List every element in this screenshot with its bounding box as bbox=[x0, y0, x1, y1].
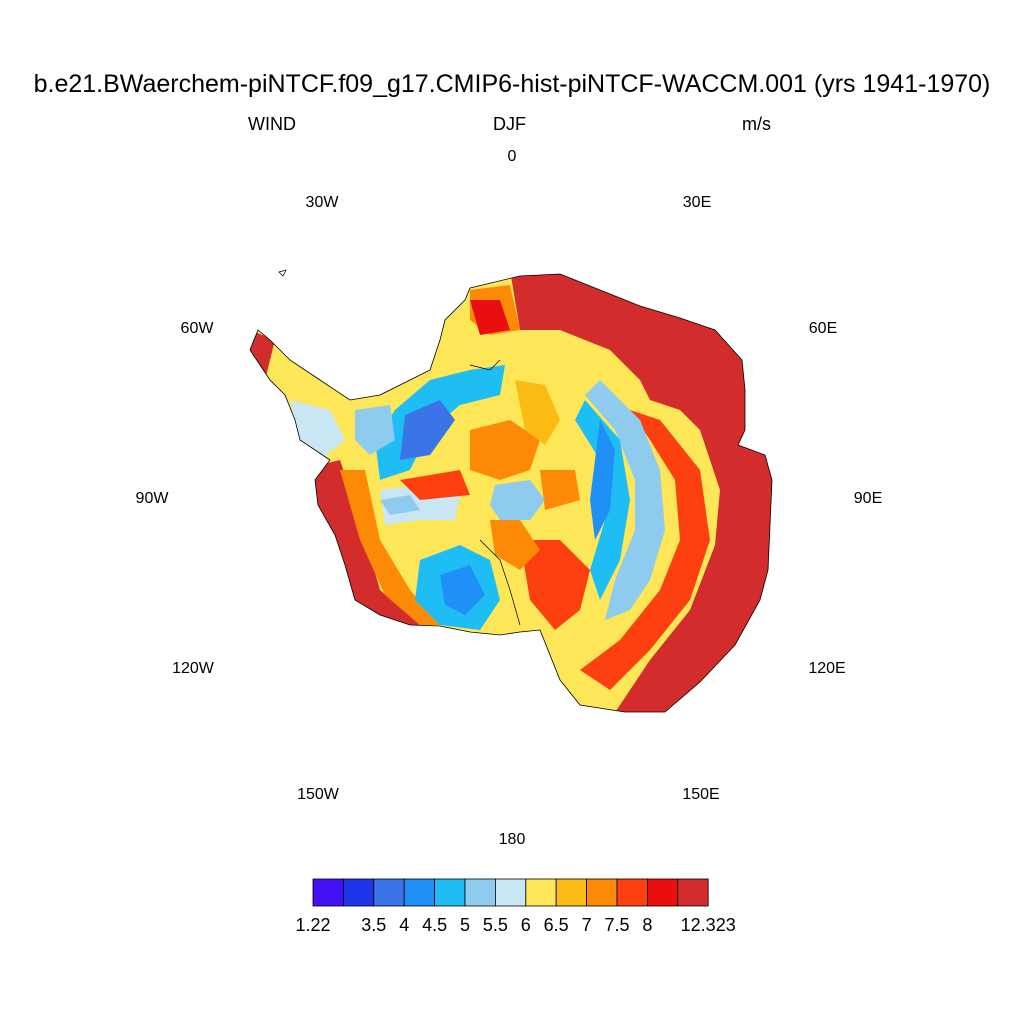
lon-label-150e: 150E bbox=[682, 786, 720, 803]
colorbar-swatch bbox=[342, 878, 375, 907]
ice-shelf-line bbox=[469, 359, 521, 626]
lon-label-90e: 90E bbox=[853, 490, 883, 507]
variable-label: WIND bbox=[248, 114, 296, 134]
colorbar-swatch bbox=[677, 878, 709, 907]
colorbar-swatch bbox=[586, 878, 618, 907]
colorbar-swatch bbox=[555, 878, 588, 907]
lon-label-30w: 30W bbox=[305, 194, 339, 211]
colorbar-swatch bbox=[312, 878, 344, 907]
season-label: DJF bbox=[493, 114, 526, 134]
colorbar-tick-label: 5 bbox=[460, 915, 470, 935]
colorbar-tick-label: 4 bbox=[399, 915, 409, 935]
colorbar-tick-label: 8 bbox=[642, 915, 652, 935]
lon-label-0: 0 bbox=[507, 148, 517, 165]
lon-label-60e: 60E bbox=[808, 320, 838, 337]
colorbar-swatch bbox=[525, 878, 557, 907]
plot-title: b.e21.BWaerchem-piNTCF.f09_g17.CMIP6-his… bbox=[33, 70, 991, 98]
colorbar-tick-label: 6 bbox=[521, 915, 531, 935]
colorbar-swatch bbox=[494, 878, 527, 907]
lon-label-150w: 150W bbox=[297, 786, 339, 803]
colorbar-tick-label: 5.5 bbox=[483, 915, 508, 935]
lon-label-180: 180 bbox=[498, 831, 526, 848]
colorbar-swatch bbox=[464, 878, 496, 907]
colorbar-tick-label: 1.22 bbox=[295, 915, 330, 935]
colorbar-tick-label: 3.5 bbox=[361, 915, 386, 935]
colorbar-tick-label: 4.5 bbox=[422, 915, 447, 935]
lon-label-120w: 120W bbox=[172, 660, 214, 677]
colorbar-tick-label: 7 bbox=[582, 915, 592, 935]
colorbar-tick-label: 6.5 bbox=[544, 915, 569, 935]
lon-label-90w: 90W bbox=[135, 490, 169, 507]
lon-label-60w: 60W bbox=[180, 320, 214, 337]
colorbar-tick-label: 7.5 bbox=[604, 915, 629, 935]
colorbar-swatch bbox=[373, 878, 405, 907]
colorbar-swatch bbox=[403, 878, 436, 907]
colorbar-swatch bbox=[616, 878, 648, 907]
lon-label-30e: 30E bbox=[682, 194, 712, 211]
lon-label-120e: 120E bbox=[808, 660, 846, 677]
units-label: m/s bbox=[742, 114, 771, 134]
colorbar-swatch bbox=[647, 878, 679, 907]
colorbar-tick-label: 12.323 bbox=[681, 915, 736, 935]
coastline bbox=[249, 273, 773, 713]
colorbar-swatch bbox=[434, 878, 466, 907]
island-outline bbox=[278, 269, 287, 277]
